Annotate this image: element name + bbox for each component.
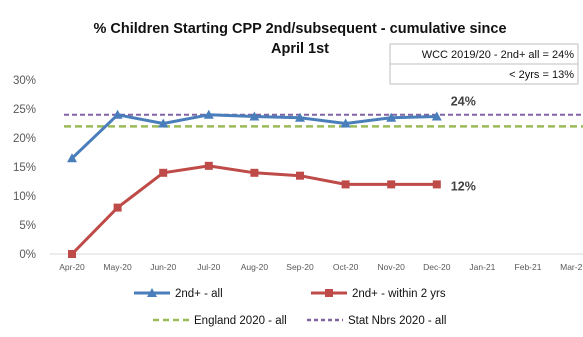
data-point [204,161,213,170]
data-point [432,180,441,189]
legend-label: England 2020 - all [194,315,287,327]
data-point [68,250,76,258]
plot-area [64,109,583,258]
y-tick-label: 10% [13,191,36,203]
x-tick-label: Aug-20 [241,262,269,272]
data-point [158,118,169,128]
data-point [341,180,350,189]
data-labels: 24% 12% [451,95,476,194]
legend-item: 2nd+ - within 2 yrs [311,288,446,300]
y-tick-label: 5% [19,220,36,232]
legend-marker [325,289,333,297]
x-tick-label: Sep-20 [286,262,314,272]
series-line [70,113,437,160]
data-point [386,112,397,122]
y-tick-label: 20% [13,133,36,145]
x-tick-label: Jun-20 [150,262,176,272]
data-point [431,111,442,121]
series-line [70,164,437,256]
data-point [112,109,123,119]
annotation-box-line2: < 2yrs = 13% [509,69,574,81]
chart-title-line1: % Children Starting CPP 2nd/subsequent -… [93,21,506,37]
x-tick-label: Feb-21 [515,262,542,272]
data-point [295,112,305,122]
data-label: 12% [451,179,476,193]
series-0 [67,109,442,163]
x-tick-label: May-20 [103,262,132,272]
data-point [203,109,214,119]
x-tick-label: Dec-20 [423,262,451,272]
x-tick-label: Jul-20 [197,262,220,272]
x-tick-label: Jan-21 [469,262,495,272]
data-point [113,203,122,212]
x-tick-label: Mar-21 [560,262,583,272]
legend-label: 2nd+ - all [175,288,223,300]
data-point [250,168,259,177]
chart-title-line2: April 1st [271,41,329,57]
legend-item: Stat Nbrs 2020 - all [307,315,446,327]
y-tick-label: 0% [19,249,36,261]
legend-item: 2nd+ - all [134,288,223,300]
legend-marker [147,288,157,297]
annotation-box-line1: WCC 2019/20 - 2nd+ all = 24% [422,49,574,61]
legend: 2nd+ - all 2nd+ - within 2 yrs England 202… [134,288,446,327]
legend-item: England 2020 - all [153,315,287,327]
x-tick-label: Nov-20 [377,262,405,272]
legend-label: 2nd+ - within 2 yrs [352,288,446,300]
y-tick-label: 15% [13,162,36,174]
data-point [340,118,351,128]
x-tick-label: Oct-20 [333,262,359,272]
data-point [67,153,77,163]
y-tick-label: 30% [13,75,36,87]
annotation-box-row2 [389,63,579,85]
y-axis-ticks: 0% 5% 10% 15% 20% 25% 30% [13,75,36,261]
data-point [159,168,168,177]
annotation-box: WCC 2019/20 - 2nd+ all = 24% < 2yrs = 13… [389,43,579,85]
series-1 [68,161,441,258]
x-tick-label: Apr-20 [59,262,85,272]
data-point [387,180,396,189]
data-label: 24% [451,95,476,109]
data-point [249,111,260,121]
y-tick-label: 25% [13,104,36,116]
legend-label: Stat Nbrs 2020 - all [348,315,446,327]
data-point [296,171,304,180]
x-axis-ticks: Apr-20 May-20 Jun-20 Jul-20 Aug-20 Sep-20 Oct-… [59,262,583,272]
